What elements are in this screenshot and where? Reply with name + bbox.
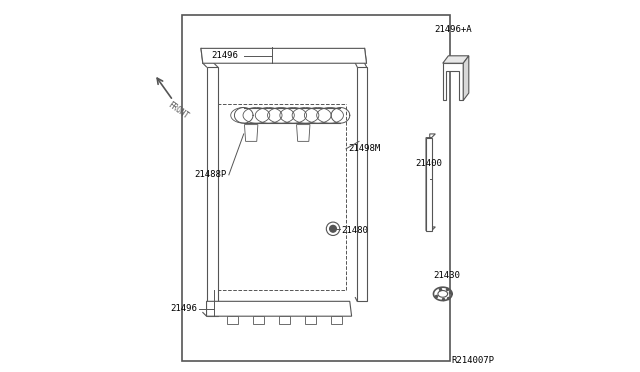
- Circle shape: [330, 225, 337, 232]
- Polygon shape: [443, 63, 463, 100]
- Polygon shape: [279, 316, 291, 324]
- Text: 21496: 21496: [170, 304, 197, 313]
- Polygon shape: [463, 56, 468, 100]
- Polygon shape: [426, 134, 435, 231]
- Text: 21498M: 21498M: [348, 144, 380, 153]
- Text: FRONT: FRONT: [166, 100, 189, 121]
- Polygon shape: [305, 316, 316, 324]
- Polygon shape: [357, 67, 367, 301]
- Polygon shape: [244, 125, 258, 141]
- Polygon shape: [426, 138, 431, 231]
- Text: 21400: 21400: [415, 159, 442, 168]
- Text: 21480: 21480: [342, 226, 369, 235]
- Bar: [182, 15, 450, 361]
- Polygon shape: [207, 301, 351, 316]
- Text: 21496: 21496: [211, 51, 238, 60]
- Text: 21430: 21430: [433, 271, 460, 280]
- Text: 21488P: 21488P: [195, 170, 227, 179]
- Polygon shape: [296, 125, 310, 141]
- Text: 21496+A: 21496+A: [434, 25, 472, 34]
- Polygon shape: [443, 56, 468, 63]
- Text: R214007P: R214007P: [452, 356, 495, 365]
- Polygon shape: [201, 48, 367, 63]
- Polygon shape: [331, 316, 342, 324]
- Polygon shape: [253, 316, 264, 324]
- Polygon shape: [227, 316, 238, 324]
- Polygon shape: [207, 67, 218, 316]
